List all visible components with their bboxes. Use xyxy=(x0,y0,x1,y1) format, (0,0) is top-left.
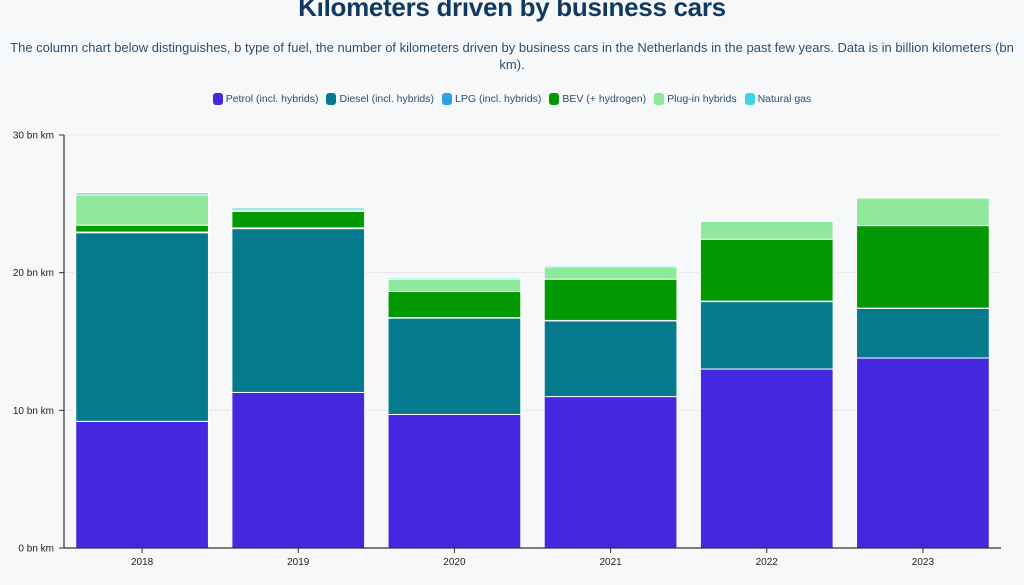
bar-segment[interactable] xyxy=(856,196,990,199)
legend-label: LPG (incl. hybrids) xyxy=(455,93,542,105)
bar-segment[interactable] xyxy=(387,317,522,415)
x-tick-label: 2019 xyxy=(287,557,310,568)
bar-segment[interactable] xyxy=(699,219,834,222)
bar-segment[interactable] xyxy=(543,278,678,321)
legend-swatch xyxy=(212,93,223,105)
legend-item[interactable]: Petrol (incl. hybrids) xyxy=(212,93,319,105)
bar-segment[interactable] xyxy=(699,368,834,549)
bar-segment[interactable] xyxy=(231,207,366,211)
bar-segment[interactable] xyxy=(543,264,678,268)
legend-swatch xyxy=(744,93,755,105)
x-tick-label: 2021 xyxy=(599,557,622,568)
bar-segment[interactable] xyxy=(231,210,366,229)
chart-subtitle: The column chart below distinguishes, b … xyxy=(10,40,1014,72)
bar-segment[interactable] xyxy=(387,277,522,280)
y-tick-label: 20 bn km xyxy=(13,268,54,279)
bar-segment[interactable] xyxy=(543,266,678,280)
legend: Petrol (incl. hybrids) Diesel (incl. hybr… xyxy=(0,93,1024,105)
bar-segment[interactable] xyxy=(699,220,834,240)
x-tick-label: 2023 xyxy=(912,557,935,568)
legend-label: Diesel (incl. hybrids) xyxy=(339,93,435,105)
legend-swatch xyxy=(549,93,560,105)
legend-label: Plug-in hybrids xyxy=(667,93,737,105)
bar-segment[interactable] xyxy=(856,307,990,359)
bar-segment[interactable] xyxy=(699,301,834,370)
bar-segment[interactable] xyxy=(231,228,366,393)
x-tick-label: 2020 xyxy=(443,557,466,568)
legend-item[interactable]: Diesel (incl. hybrids) xyxy=(326,93,434,105)
legend-item[interactable]: Natural gas xyxy=(744,93,812,105)
bar-segment[interactable] xyxy=(231,391,366,549)
chart-title: Kilometers driven by business cars xyxy=(298,0,726,22)
x-tick-label: 2022 xyxy=(756,557,779,568)
bar-segment[interactable] xyxy=(856,357,990,549)
bar-segment[interactable] xyxy=(75,192,209,196)
legend-swatch xyxy=(654,93,665,105)
bar-segment[interactable] xyxy=(543,320,678,398)
legend-swatch xyxy=(326,93,337,105)
bar-segment[interactable] xyxy=(699,238,834,302)
bar-segment[interactable] xyxy=(387,278,522,293)
bar-segment[interactable] xyxy=(387,413,522,549)
bar-segment[interactable] xyxy=(543,396,678,549)
legend-label: Natural gas xyxy=(757,93,812,105)
bar-segment[interactable] xyxy=(75,420,209,549)
bar-segment[interactable] xyxy=(75,224,209,233)
legend-item[interactable]: Plug-in hybrids xyxy=(654,93,737,105)
bar-segment[interactable] xyxy=(387,291,522,319)
legend-item[interactable]: BEV (+ hydrogen) xyxy=(549,93,646,105)
x-tick-label: 2018 xyxy=(131,557,154,568)
legend-swatch xyxy=(442,93,453,105)
y-tick-label: 0 bn km xyxy=(18,544,54,555)
y-tick-label: 30 bn km xyxy=(13,131,54,142)
legend-item[interactable]: LPG (incl. hybrids) xyxy=(442,93,541,105)
y-tick-label: 10 bn km xyxy=(13,406,54,417)
legend-label: BEV (+ hydrogen) xyxy=(562,93,647,105)
bar-segment[interactable] xyxy=(856,197,990,227)
bar-segment[interactable] xyxy=(75,194,209,226)
legend-label: Petrol (incl. hybrids) xyxy=(225,93,319,105)
bar-segment[interactable] xyxy=(856,225,990,309)
bar-segment[interactable] xyxy=(75,232,209,422)
